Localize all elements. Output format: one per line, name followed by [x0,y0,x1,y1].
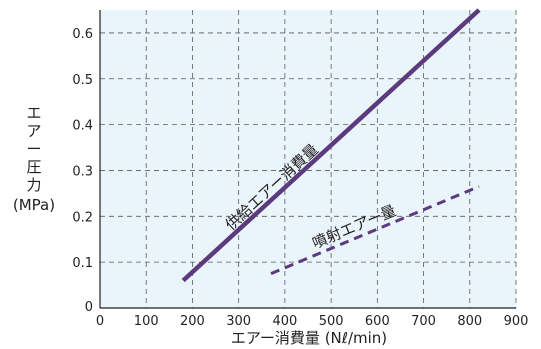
y-axis-label-part-0: エ [26,104,41,122]
x-tick-label-9: 900 [504,314,529,329]
grid-lines [100,10,517,308]
y-axis-label-part-1: ア [26,122,41,140]
x-tick-label-8: 800 [457,314,482,329]
x-tick-label-3: 300 [226,314,251,329]
x-tick-label-1: 100 [134,314,159,329]
y-tick-label-2: 0.2 [72,210,93,225]
plot-area [100,10,516,308]
x-tick-label-6: 600 [365,314,390,329]
y-tick-labels: 0 0.1 0.2 0.3 0.4 0.5 0.6 [72,27,93,315]
series-line-jet [270,185,480,275]
y-axis-label-part-5: (MPa) [13,196,55,214]
x-tick-label-4: 400 [272,314,297,329]
x-tick-label-5: 500 [319,314,344,329]
y-tick-label-0: 0 [85,300,93,315]
y-axis-label-part-4: 力 [26,176,41,194]
y-tick-label-5: 0.5 [72,73,93,88]
series-lines [181,8,481,283]
x-axis-label: エアー消費量 (Nℓ/min) [231,329,387,347]
y-axis-label-part-3: 圧 [26,158,41,176]
y-tick-label-6: 0.6 [72,27,93,42]
x-tick-label-0: 0 [96,314,104,329]
y-tick-label-3: 0.3 [72,164,93,179]
axes [99,10,516,309]
y-tick-label-4: 0.4 [72,119,93,134]
x-tick-label-7: 700 [411,314,436,329]
x-tick-label-2: 200 [180,314,205,329]
x-tick-labels: 0 100 200 300 400 500 600 700 800 900 [96,314,529,329]
y-axis-label-part-2: ー [26,140,41,158]
series-line-supply [181,8,481,283]
y-tick-label-1: 0.1 [72,256,93,271]
